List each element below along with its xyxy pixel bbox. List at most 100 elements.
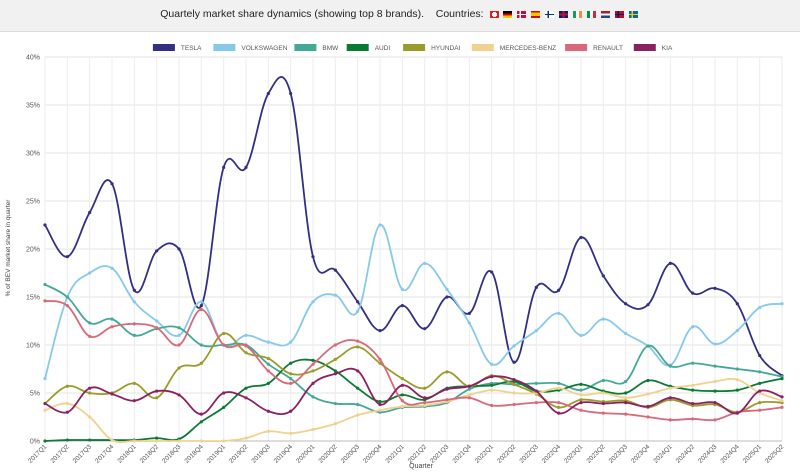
data-point[interactable] (110, 438, 114, 442)
data-point[interactable] (177, 366, 181, 370)
data-point[interactable] (378, 408, 382, 412)
data-point[interactable] (356, 369, 360, 373)
data-point[interactable] (445, 387, 449, 391)
data-point[interactable] (512, 360, 516, 364)
data-point[interactable] (289, 361, 293, 365)
legend-item-mercedes-benz[interactable]: MERCEDES-BENZ (471, 44, 556, 52)
data-point[interactable] (557, 411, 561, 415)
data-point[interactable] (356, 345, 360, 349)
data-point[interactable] (199, 361, 203, 365)
fi-flag-icon[interactable] (545, 10, 555, 18)
data-point[interactable] (713, 379, 717, 384)
data-point[interactable] (735, 388, 739, 392)
series-kia[interactable] (43, 367, 784, 416)
data-point[interactable] (780, 399, 784, 403)
data-point[interactable] (601, 274, 605, 278)
data-point[interactable] (222, 331, 226, 336)
data-point[interactable] (423, 396, 427, 400)
data-point[interactable] (668, 396, 672, 400)
data-point[interactable] (244, 333, 248, 337)
data-point[interactable] (222, 165, 226, 169)
data-point[interactable] (333, 422, 337, 426)
data-point[interactable] (423, 261, 427, 265)
data-point[interactable] (199, 439, 203, 443)
data-point[interactable] (780, 377, 784, 381)
legend-item-bmw[interactable]: BMW (294, 44, 339, 52)
data-point[interactable] (88, 271, 92, 275)
data-point[interactable] (735, 367, 739, 371)
se-flag-icon[interactable] (628, 10, 638, 18)
data-point[interactable] (646, 392, 650, 396)
data-point[interactable] (691, 361, 695, 365)
data-point[interactable] (512, 382, 516, 386)
data-point[interactable] (333, 357, 337, 361)
data-point[interactable] (423, 386, 427, 390)
data-point[interactable] (88, 438, 92, 442)
data-point[interactable] (691, 383, 695, 387)
data-point[interactable] (155, 436, 159, 440)
data-point[interactable] (490, 270, 494, 274)
data-point[interactable] (110, 317, 114, 321)
data-point[interactable] (88, 210, 92, 215)
data-point[interactable] (43, 377, 47, 381)
data-point[interactable] (691, 401, 695, 406)
data-point[interactable] (356, 309, 360, 313)
data-point[interactable] (311, 255, 315, 259)
data-point[interactable] (132, 333, 136, 337)
data-point[interactable] (668, 386, 672, 390)
data-point[interactable] (601, 391, 605, 395)
data-point[interactable] (155, 326, 159, 330)
data-point[interactable] (534, 381, 538, 385)
data-point[interactable] (423, 403, 427, 408)
data-point[interactable] (467, 321, 471, 325)
es-flag-icon[interactable] (531, 10, 541, 18)
data-point[interactable] (512, 344, 516, 348)
data-point[interactable] (88, 415, 92, 419)
data-point[interactable] (624, 391, 628, 395)
data-point[interactable] (65, 304, 69, 308)
data-point[interactable] (467, 384, 471, 388)
data-point[interactable] (646, 303, 650, 307)
data-point[interactable] (43, 223, 47, 227)
data-point[interactable] (378, 223, 382, 227)
ch-flag-icon[interactable] (489, 10, 499, 18)
data-point[interactable] (601, 378, 605, 383)
data-point[interactable] (110, 182, 114, 186)
data-point[interactable] (445, 398, 449, 402)
data-point[interactable] (490, 375, 494, 379)
data-point[interactable] (423, 401, 427, 405)
de-flag-icon[interactable] (503, 10, 513, 18)
data-point[interactable] (668, 261, 672, 265)
data-point[interactable] (735, 411, 739, 415)
legend-item-audi[interactable]: AUDI (346, 44, 391, 52)
data-point[interactable] (88, 391, 92, 395)
series-line[interactable] (44, 332, 783, 414)
data-point[interactable] (512, 377, 516, 382)
data-point[interactable] (758, 389, 762, 393)
gb-flag-icon[interactable] (559, 10, 569, 18)
data-point[interactable] (244, 165, 248, 169)
data-point[interactable] (65, 384, 69, 388)
no-flag-icon[interactable] (614, 10, 624, 18)
data-point[interactable] (155, 249, 159, 253)
data-point[interactable] (333, 372, 337, 376)
data-point[interactable] (490, 383, 494, 387)
data-point[interactable] (199, 343, 203, 347)
data-point[interactable] (557, 288, 561, 292)
data-point[interactable] (222, 405, 226, 409)
data-point[interactable] (88, 386, 92, 390)
data-point[interactable] (43, 282, 47, 287)
data-point[interactable] (646, 415, 650, 419)
data-point[interactable] (400, 393, 404, 397)
data-point[interactable] (646, 378, 650, 383)
data-point[interactable] (65, 438, 69, 442)
data-point[interactable] (378, 357, 382, 361)
data-point[interactable] (289, 91, 293, 96)
series-hyundai[interactable] (43, 331, 784, 414)
data-point[interactable] (780, 405, 784, 409)
data-point[interactable] (244, 396, 248, 400)
data-point[interactable] (467, 393, 471, 397)
data-point[interactable] (445, 287, 449, 291)
data-point[interactable] (579, 408, 583, 412)
data-point[interactable] (132, 399, 136, 403)
